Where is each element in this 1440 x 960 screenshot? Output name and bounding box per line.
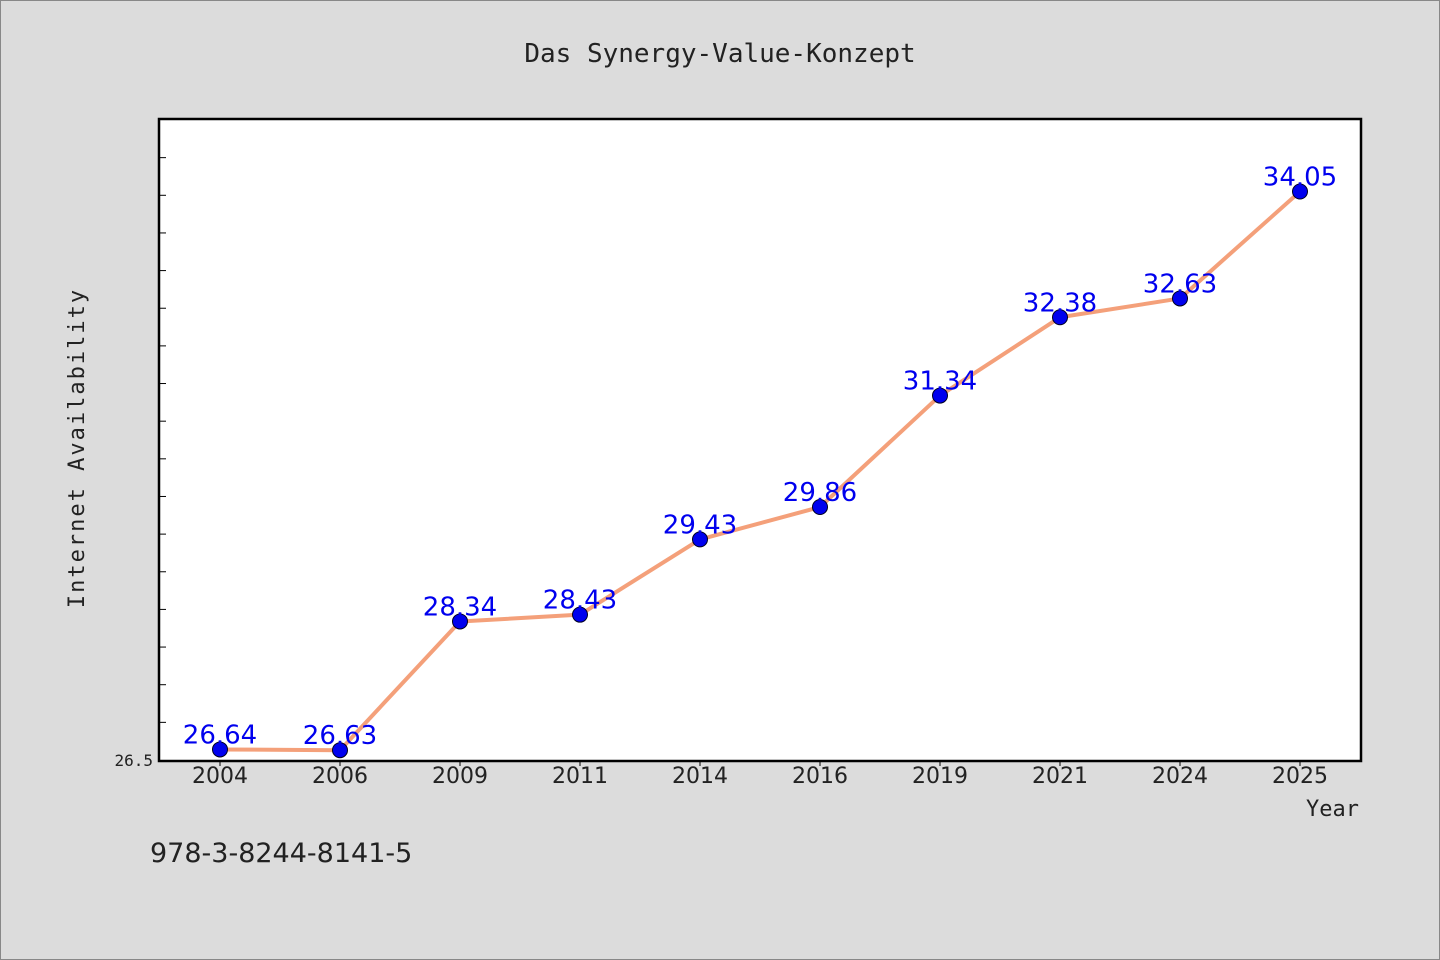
data-point (1172, 290, 1188, 307)
y-tick-label: 26.5 (114, 751, 153, 770)
data-label: 26.64 (183, 720, 257, 750)
data-point (692, 531, 708, 548)
data-point (932, 387, 948, 404)
data-label: 26.63 (303, 721, 377, 751)
x-tick-label: 2025 (1272, 764, 1328, 789)
data-point (572, 606, 588, 623)
x-tick-label: 2019 (912, 764, 968, 789)
x-tick-label: 2014 (672, 764, 728, 789)
series-markers (212, 183, 1308, 759)
data-label: 32.38 (1023, 288, 1097, 318)
data-label: 28.34 (423, 592, 497, 622)
y-minor-ticks (160, 157, 166, 723)
y-axis-label: Internet Availability (65, 288, 90, 608)
data-label: 31.34 (903, 367, 977, 397)
plot-area (157, 117, 1363, 763)
series-line-group (218, 189, 1302, 753)
data-point (1292, 183, 1308, 200)
series-line (218, 189, 1302, 753)
x-tick-label: 2011 (552, 764, 608, 789)
data-point (452, 613, 468, 630)
x-tick-label: 2024 (1152, 764, 1208, 789)
x-axis-ticks: 2004 2006 2009 2011 2014 2016 2019 2021 2024 2025 (192, 760, 1328, 789)
data-label: 28.43 (543, 586, 617, 616)
x-axis-label: Year (1306, 797, 1359, 822)
data-point (812, 499, 828, 516)
x-tick-label: 2004 (192, 764, 248, 789)
x-tick-label: 2009 (432, 764, 488, 789)
chart-title: Das Synergy-Value-Konzept (524, 39, 915, 69)
x-tick-label: 2016 (792, 764, 848, 789)
data-label: 29.86 (783, 478, 857, 508)
data-label: 32.63 (1143, 269, 1217, 299)
data-label: 34.05 (1263, 163, 1337, 193)
data-labels: 26.64 26.63 28.34 28.43 29.43 29.86 31.34 32.38… (183, 163, 1337, 752)
data-point (212, 741, 228, 758)
x-tick-label: 2006 (312, 764, 368, 789)
isbn-annotation: 978-3-8244-8141-5 (150, 838, 412, 869)
data-point (332, 742, 348, 759)
data-point (1052, 309, 1068, 326)
data-label: 29.43 (663, 510, 737, 540)
x-tick-label: 2021 (1032, 764, 1088, 789)
